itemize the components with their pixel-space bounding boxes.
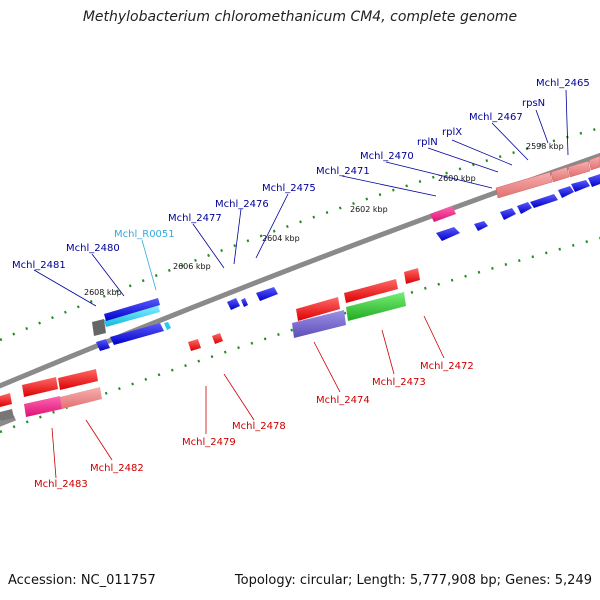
gene-arrow[interactable] [241,298,248,307]
gene-arrow[interactable] [164,322,171,330]
gene-label[interactable]: Mchl_2478 [232,421,286,432]
gene-arrow[interactable] [296,297,340,321]
top-labels: Mchl_2465 rpsN Mchl_2467 rplX rplN Mchl_… [12,78,590,271]
gene-label[interactable]: Mchl_2467 [469,112,523,123]
gene-arrow[interactable] [571,180,590,192]
gene-label[interactable]: Mchl_2475 [262,183,316,194]
kbp-label: 2600 kbp [438,174,476,183]
gene-label[interactable]: rplX [442,127,462,138]
gene-arrow[interactable] [212,333,223,344]
bottom-labels: Mchl_2472 Mchl_2473 Mchl_2474 Mchl_2478 … [34,361,474,490]
gene-label[interactable]: rpsN [522,98,545,109]
gene-arrow[interactable] [0,393,12,407]
kbp-label: 2598 kbp [526,142,564,151]
gene-arrow[interactable] [292,310,346,338]
gene-arrow[interactable] [346,292,406,321]
gene-label[interactable]: Mchl_2477 [168,213,222,224]
gene-arrow[interactable] [558,186,574,198]
gene-label[interactable]: Mchl_2471 [316,166,370,177]
outer-tick-row [0,126,600,342]
gene-label[interactable]: Mchl_2470 [360,151,414,162]
gene-arrow[interactable] [58,369,98,390]
rna-label-line [141,239,157,291]
kbp-label: 2606 kbp [173,262,211,271]
rna-label[interactable]: Mchl_R0051 [114,229,175,240]
genome-backbone-lower [0,415,16,427]
gene-arrow[interactable] [404,268,420,284]
gene-label[interactable]: Mchl_2476 [215,199,269,210]
gene-label[interactable]: Mchl_2474 [316,395,370,406]
gene-arrow[interactable] [256,287,278,301]
gene-arrow[interactable] [92,319,106,336]
gene-arrow[interactable] [0,409,14,421]
gene-arrow[interactable] [344,279,398,303]
gene-label[interactable]: rplN [417,137,438,148]
gene-arrow[interactable] [500,208,516,220]
gene-label[interactable]: Mchl_2465 [536,78,590,89]
gene-arrow[interactable] [567,160,591,178]
gene-label[interactable]: Mchl_2481 [12,260,66,271]
gene-arrow[interactable] [104,298,160,321]
gene-label[interactable]: Mchl_2483 [34,479,88,490]
gene-arrow[interactable] [24,396,62,417]
gene-arrow[interactable] [22,377,58,397]
gene-label[interactable]: Mchl_2482 [90,463,144,474]
kbp-label: 2608 kbp [84,288,122,297]
gene-arrow[interactable] [588,174,600,187]
gene-arrow[interactable] [495,171,553,199]
gene-arrow[interactable] [110,323,164,345]
gene-arrow[interactable] [227,298,240,310]
kbp-label: 2602 kbp [350,205,388,214]
gene-arrow[interactable] [188,339,201,351]
gene-arrow[interactable] [104,305,160,327]
forward-features [92,155,600,351]
top-label-lines [33,89,569,307]
bottom-label-lines [51,315,445,479]
gene-arrow[interactable] [530,194,558,208]
gene-arrow[interactable] [96,339,110,351]
gene-arrow[interactable] [588,155,600,171]
kbp-label: 2604 kbp [262,234,300,243]
reverse-features [0,268,420,421]
accession-text: Accession: NC_011757 [8,573,156,588]
genome-summary-text: Topology: circular; Length: 5,777,908 bp… [234,573,592,588]
gene-label[interactable]: Mchl_2472 [420,361,474,372]
gene-arrow[interactable] [474,221,488,231]
gene-arrow[interactable] [550,166,570,183]
gene-arrow[interactable] [430,206,456,222]
gene-arrow[interactable] [517,202,532,214]
gene-label[interactable]: Mchl_2480 [66,243,120,254]
kbp-label-group: 2598 kbp 2600 kbp 2602 kbp 2604 kbp 2606… [84,142,564,297]
map-title: Methylobacterium chloromethanicum CM4, c… [82,9,518,25]
gene-arrow[interactable] [60,387,102,409]
gene-label[interactable]: Mchl_2473 [372,377,426,388]
gene-label[interactable]: Mchl_2479 [182,437,236,448]
gene-arrow[interactable] [436,227,460,241]
